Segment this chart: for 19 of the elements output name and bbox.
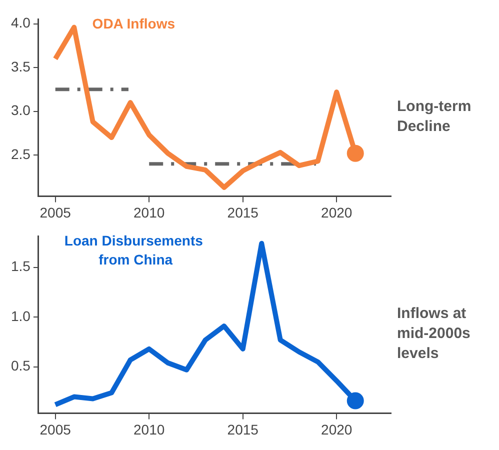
y-tick-label: 1.0 [10, 308, 31, 324]
chart-title: ODA Inflows [92, 15, 176, 32]
x-tick-label: 2005 [40, 204, 72, 220]
y-tick-label: 3.5 [10, 58, 31, 74]
y-tick-label: 0.5 [10, 358, 31, 374]
y-tick-label: 1.5 [10, 258, 31, 274]
y-tick-label: 4.0 [10, 14, 31, 31]
x-tick-label: 2010 [134, 421, 165, 438]
x-tick-label: 2005 [40, 421, 72, 438]
x-tick-label: 2020 [321, 421, 352, 438]
x-tick-label: 2010 [134, 204, 165, 220]
x-tick-label: 2020 [321, 204, 352, 220]
x-tick-label: 2015 [227, 421, 259, 438]
y-tick-label: 3.0 [10, 102, 31, 118]
y-tick-label: 2.5 [10, 146, 31, 162]
chart-title: Loan Disbursements from China [64, 232, 204, 268]
x-tick-label: 2015 [227, 204, 259, 220]
text: Long-term Decline [397, 98, 472, 135]
text: Inflows at mid-2000s levels [397, 304, 470, 362]
